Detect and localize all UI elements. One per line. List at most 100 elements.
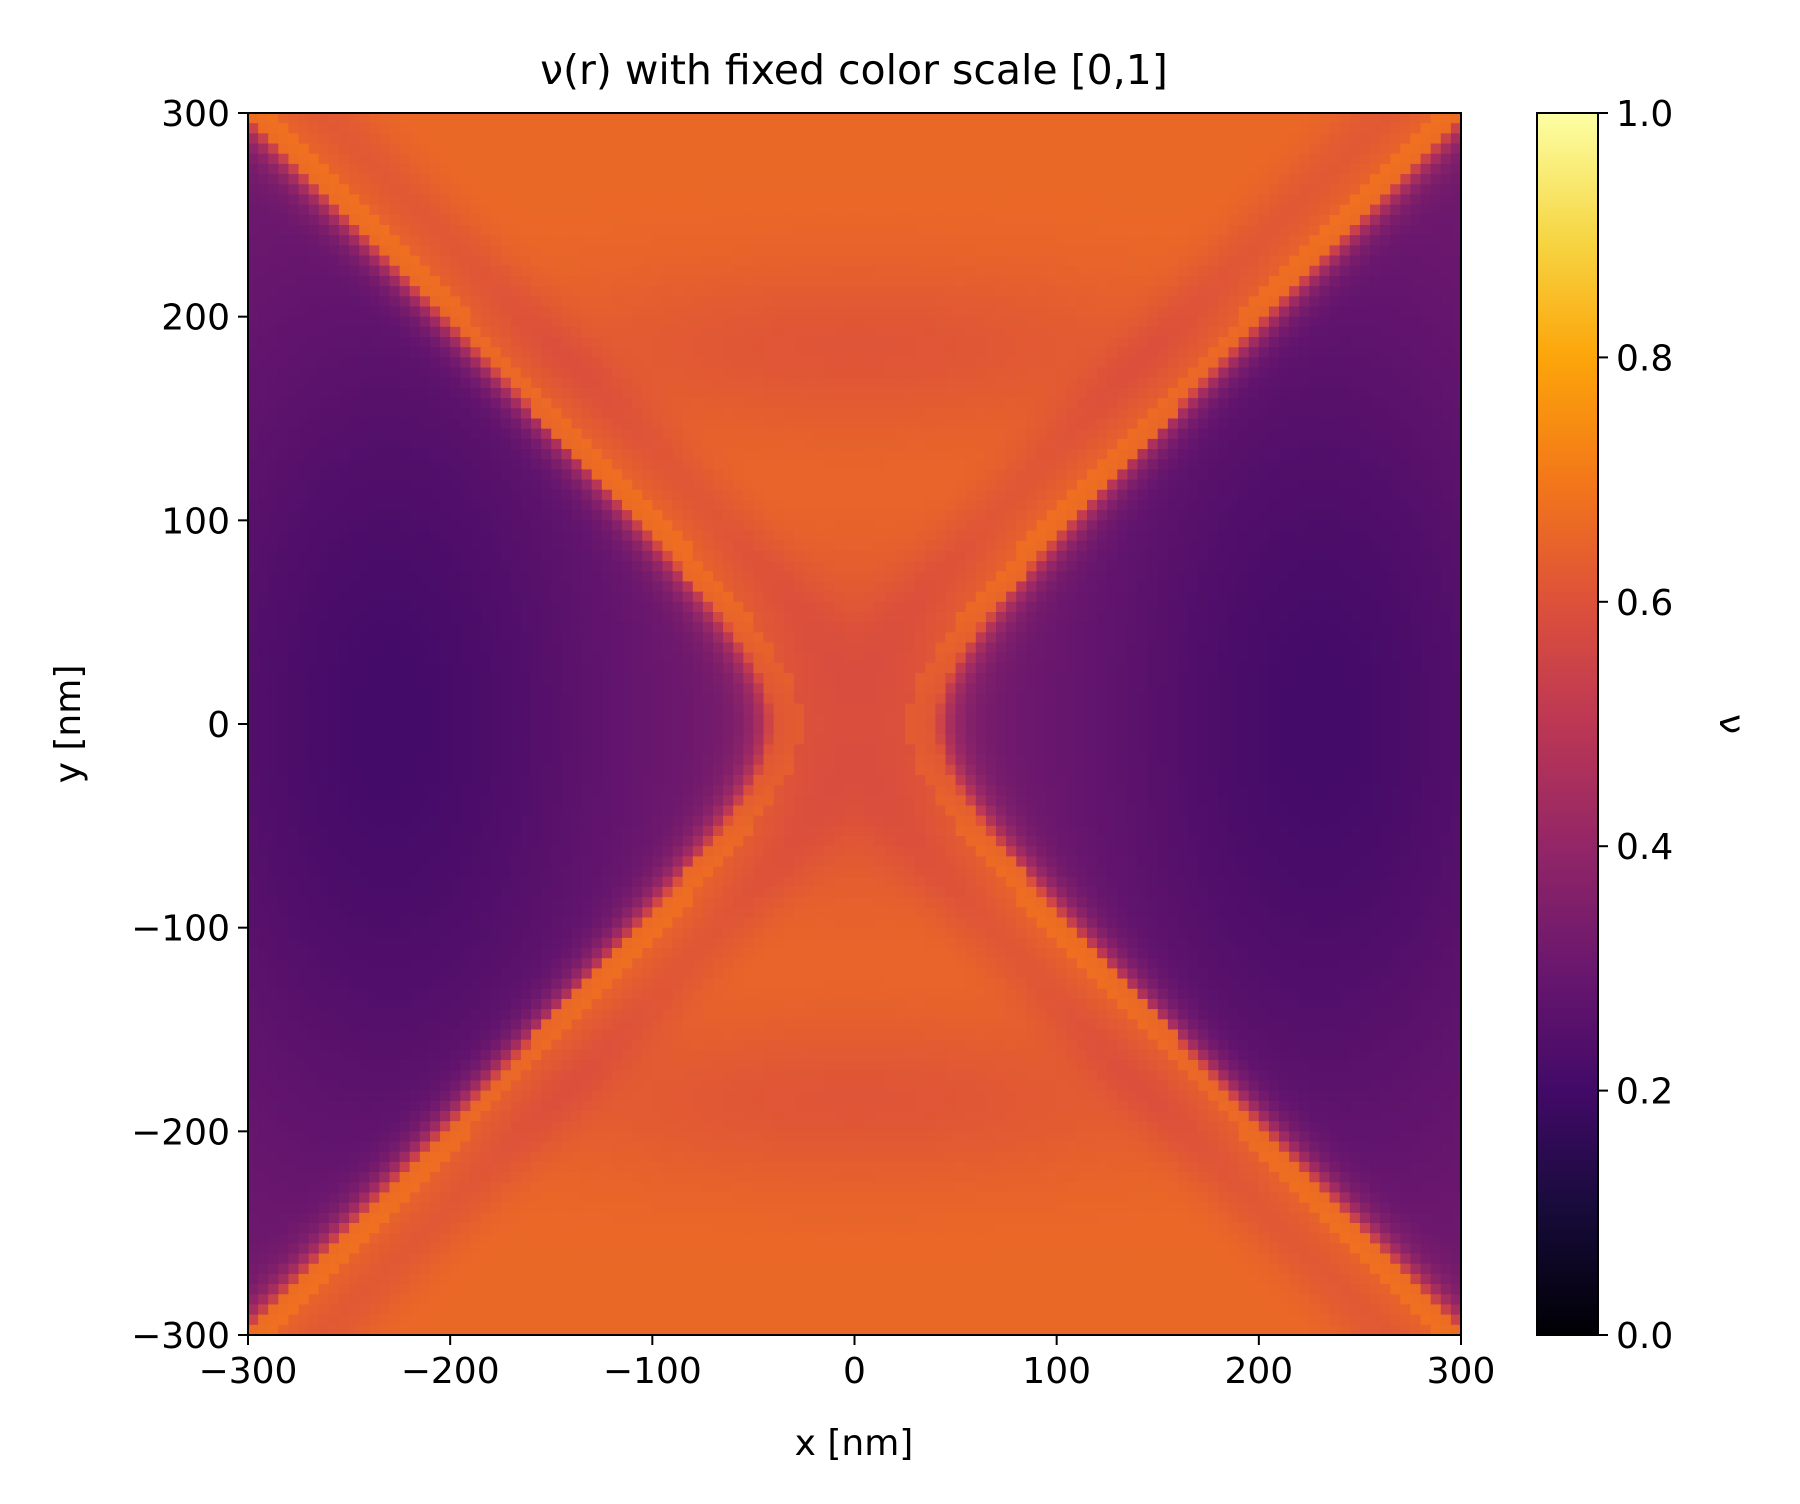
heatmap-cell	[803, 296, 815, 308]
heatmap-cell	[1167, 326, 1179, 338]
heatmap-cell	[874, 489, 886, 501]
heatmap-cell	[773, 418, 785, 430]
heatmap-cell	[884, 438, 896, 450]
heatmap-cell	[1390, 286, 1401, 297]
heatmap-cell	[1299, 520, 1310, 532]
heatmap-cell	[581, 296, 593, 308]
heatmap-cell	[611, 377, 623, 389]
heatmap-cell	[1289, 337, 1300, 348]
heatmap-cell	[1339, 449, 1351, 460]
heatmap-cell	[834, 387, 845, 399]
heatmap-cell	[824, 194, 835, 206]
heatmap-cell	[996, 194, 1007, 206]
heatmap-cell	[733, 387, 744, 399]
heatmap-cell	[1016, 398, 1027, 409]
heatmap-cell	[682, 265, 694, 277]
heatmap-cell	[915, 367, 926, 379]
heatmap-cell	[1400, 286, 1412, 297]
heatmap-cell	[1309, 204, 1321, 216]
heatmap-cell	[460, 438, 471, 450]
heatmap-cell	[399, 153, 411, 165]
heatmap-cell	[662, 449, 674, 460]
heatmap-cell	[894, 286, 906, 297]
heatmap-cell	[814, 377, 825, 389]
heatmap-cell	[298, 489, 310, 501]
heatmap-cell	[1228, 449, 1240, 460]
heatmap-cell	[338, 163, 350, 175]
heatmap-cell	[379, 133, 391, 145]
heatmap-cell	[1248, 306, 1260, 318]
heatmap-cell	[1177, 398, 1189, 409]
heatmap-cell	[1319, 398, 1331, 409]
heatmap-cell	[712, 377, 724, 389]
heatmap-cell	[419, 489, 431, 501]
heatmap-cell	[541, 255, 552, 267]
heatmap-cell	[945, 255, 957, 267]
heatmap-cell	[258, 113, 269, 124]
heatmap-cell	[985, 326, 997, 338]
heatmap-cell	[1410, 204, 1422, 216]
heatmap-cell	[429, 398, 441, 409]
heatmap-cell	[318, 265, 330, 277]
heatmap-cell	[318, 204, 330, 216]
heatmap-cell	[894, 163, 906, 175]
heatmap-cell	[975, 337, 987, 348]
heatmap-cell	[258, 123, 269, 134]
heatmap-cell	[1198, 367, 1209, 379]
heatmap-cell	[278, 123, 290, 134]
heatmap-cell	[996, 225, 1007, 236]
heatmap-cell	[915, 255, 926, 267]
heatmap-cell	[824, 255, 835, 267]
heatmap-cell	[1208, 113, 1219, 124]
heatmap-cell	[1097, 357, 1108, 369]
heatmap-cell	[905, 214, 916, 226]
heatmap-cell	[854, 123, 866, 134]
heatmap-cell	[1137, 357, 1149, 369]
heatmap-cell	[258, 499, 269, 511]
heatmap-cell	[1299, 163, 1310, 175]
heatmap-cell	[1218, 123, 1230, 134]
heatmap-cell	[1137, 408, 1149, 420]
heatmap-cell	[591, 479, 603, 491]
heatmap-cell	[622, 337, 633, 348]
heatmap-cell	[379, 255, 391, 267]
heatmap-cell	[561, 204, 573, 216]
heatmap-cell	[419, 499, 431, 511]
heatmap-cell	[1380, 377, 1391, 389]
heatmap-cell	[692, 286, 704, 297]
heatmap-cell	[1380, 510, 1391, 521]
heatmap-cell	[1289, 204, 1300, 216]
heatmap-cell	[1188, 499, 1199, 511]
heatmap-cell	[1289, 510, 1300, 521]
heatmap-cell	[510, 398, 522, 409]
heatmap-cell	[1299, 255, 1310, 267]
heatmap-cell	[1420, 367, 1432, 379]
heatmap-cell	[783, 449, 795, 460]
heatmap-cell	[632, 163, 643, 175]
heatmap-cell	[702, 408, 714, 420]
heatmap-cell	[1450, 204, 1461, 216]
heatmap-cell	[996, 499, 1007, 511]
heatmap-cell	[1188, 214, 1199, 226]
heatmap-cell	[834, 347, 845, 358]
heatmap-cell	[359, 265, 370, 277]
heatmap-cell	[945, 296, 957, 308]
heatmap-cell	[975, 194, 987, 206]
heatmap-cell	[632, 367, 643, 379]
heatmap-cell	[1410, 469, 1422, 481]
heatmap-cell	[1268, 510, 1280, 521]
heatmap-cell	[258, 306, 269, 318]
heatmap-cell	[1258, 194, 1270, 206]
heatmap-cell	[1228, 357, 1240, 369]
heatmap-cell	[652, 510, 664, 521]
heatmap-cell	[915, 316, 926, 328]
heatmap-cell	[1107, 286, 1118, 297]
heatmap-cell	[1188, 428, 1199, 440]
heatmap-cell	[520, 479, 532, 491]
heatmap-cell	[1440, 194, 1452, 206]
heatmap-cell	[1400, 469, 1412, 481]
heatmap-cell	[450, 214, 461, 226]
heatmap-cell	[1056, 133, 1068, 145]
heatmap-cell	[702, 275, 714, 287]
heatmap-cell	[1258, 347, 1270, 358]
